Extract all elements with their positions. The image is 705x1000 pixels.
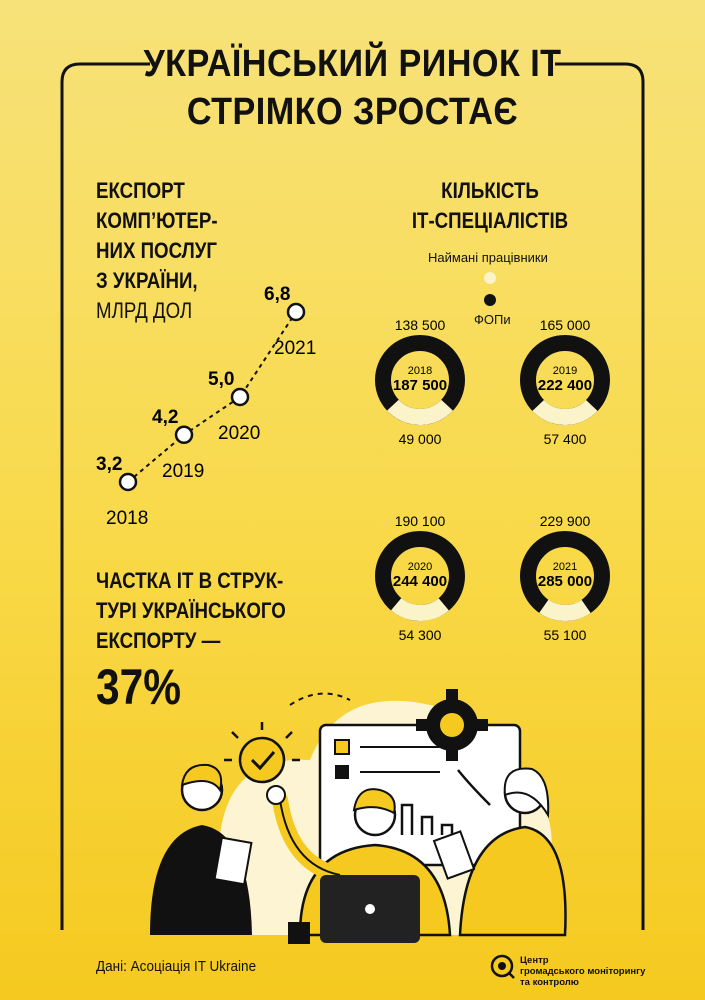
export-year-label: 2021 <box>274 338 316 359</box>
export-title-line: ЕКСПОРТ <box>96 178 185 203</box>
specialists-title-line: ІТ-СПЕЦІАЛІСТІВ <box>411 208 569 233</box>
export-value-label: 6,8 <box>264 284 290 305</box>
donut-employed-segment <box>375 531 465 621</box>
logo-line: Центр <box>520 955 549 966</box>
export-data-point <box>230 387 250 407</box>
donut-employed-segment <box>520 335 610 425</box>
export-value-label: 3,2 <box>96 454 122 475</box>
donut-employed-segment <box>520 531 610 621</box>
donut-fop-label: 165 000 <box>540 317 591 333</box>
export-title-line: НИХ ПОСЛУГ <box>96 238 218 263</box>
logo-line: та контролю <box>520 977 579 988</box>
export-data-point <box>174 425 194 445</box>
donut-year-label: 2021 <box>553 561 577 573</box>
donut-employed-label: 57 400 <box>544 431 587 447</box>
donut-employed-label: 55 100 <box>544 627 587 643</box>
export-value-label: 5,0 <box>208 369 234 390</box>
donut-year-label: 2019 <box>553 365 577 377</box>
export-data-point <box>286 302 306 322</box>
donut-total-label: 285 000 <box>538 573 592 590</box>
donut-total-label: 187 500 <box>393 377 447 394</box>
share-line: ЕКСПОРТУ — <box>96 628 221 653</box>
source-note: Дані: Асоціація IT Ukraine <box>96 958 257 975</box>
mug <box>288 922 310 944</box>
logo-icon <box>490 954 515 979</box>
donut-employed-label: 54 300 <box>399 627 442 643</box>
page-title: УКРАЇНСЬКИЙ РИНОК ІТ СТРІМКО ЗРОСТАЄ <box>35 40 670 136</box>
legend-fop-label: ФОПи <box>474 312 511 327</box>
legend-employed-marker <box>484 272 496 284</box>
donut-year-label: 2018 <box>408 365 432 377</box>
donut-total-label: 222 400 <box>538 377 592 394</box>
share-value: 37% <box>96 659 182 715</box>
person-left <box>150 763 253 935</box>
title-line-2: СТРІМКО ЗРОСТАЄ <box>186 91 519 133</box>
donut-employed-label: 49 000 <box>399 431 442 447</box>
export-data-point <box>118 472 138 492</box>
donut-total-label: 244 400 <box>393 573 447 590</box>
share-line: ЧАСТКА ІТ В СТРУК- <box>96 568 284 593</box>
donut-fop-label: 138 500 <box>395 317 446 333</box>
donut-year-label: 2020 <box>408 561 432 573</box>
donut-fop-label: 229 900 <box>540 513 591 529</box>
export-value-label: 4,2 <box>152 407 178 428</box>
export-year-label: 2018 <box>106 508 148 529</box>
export-title-line: КОМП’ЮТЕР- <box>96 208 218 233</box>
export-title: ЕКСПОРТ КОМП’ЮТЕР- НИХ ПОСЛУГ З УКРАЇНИ,… <box>96 176 218 326</box>
share-text: ЧАСТКА ІТ В СТРУК- ТУРІ УКРАЇНСЬКОГО ЕКС… <box>96 566 286 656</box>
logo-text: Центр громадського моніторингу та контро… <box>520 955 660 988</box>
specialists-title: КІЛЬКІСТЬ ІТ-СПЕЦІАЛІСТІВ <box>397 176 584 236</box>
legend-fop-marker <box>484 294 496 306</box>
donut-employed-segment <box>375 335 465 425</box>
person-right <box>432 767 567 937</box>
legend-markers <box>484 272 496 306</box>
title-line-1: УКРАЇНСЬКИЙ РИНОК ІТ <box>143 43 562 85</box>
export-title-line: З УКРАЇНИ, <box>96 268 198 293</box>
share-line: ТУРІ УКРАЇНСЬКОГО <box>96 598 286 623</box>
export-trend-line <box>127 311 297 483</box>
specialists-title-line: КІЛЬКІСТЬ <box>441 178 539 203</box>
legend-employed-label: Наймані працівники <box>428 250 548 265</box>
export-year-label: 2019 <box>162 461 204 482</box>
export-unit: МЛРД ДОЛ <box>96 298 193 323</box>
team-illustration <box>150 689 567 944</box>
logo-line: громадського моніторингу <box>520 966 646 977</box>
donut-fop-label: 190 100 <box>395 513 446 529</box>
export-year-label: 2020 <box>218 423 260 444</box>
gear-icon <box>416 689 488 761</box>
check-icon <box>224 722 300 784</box>
